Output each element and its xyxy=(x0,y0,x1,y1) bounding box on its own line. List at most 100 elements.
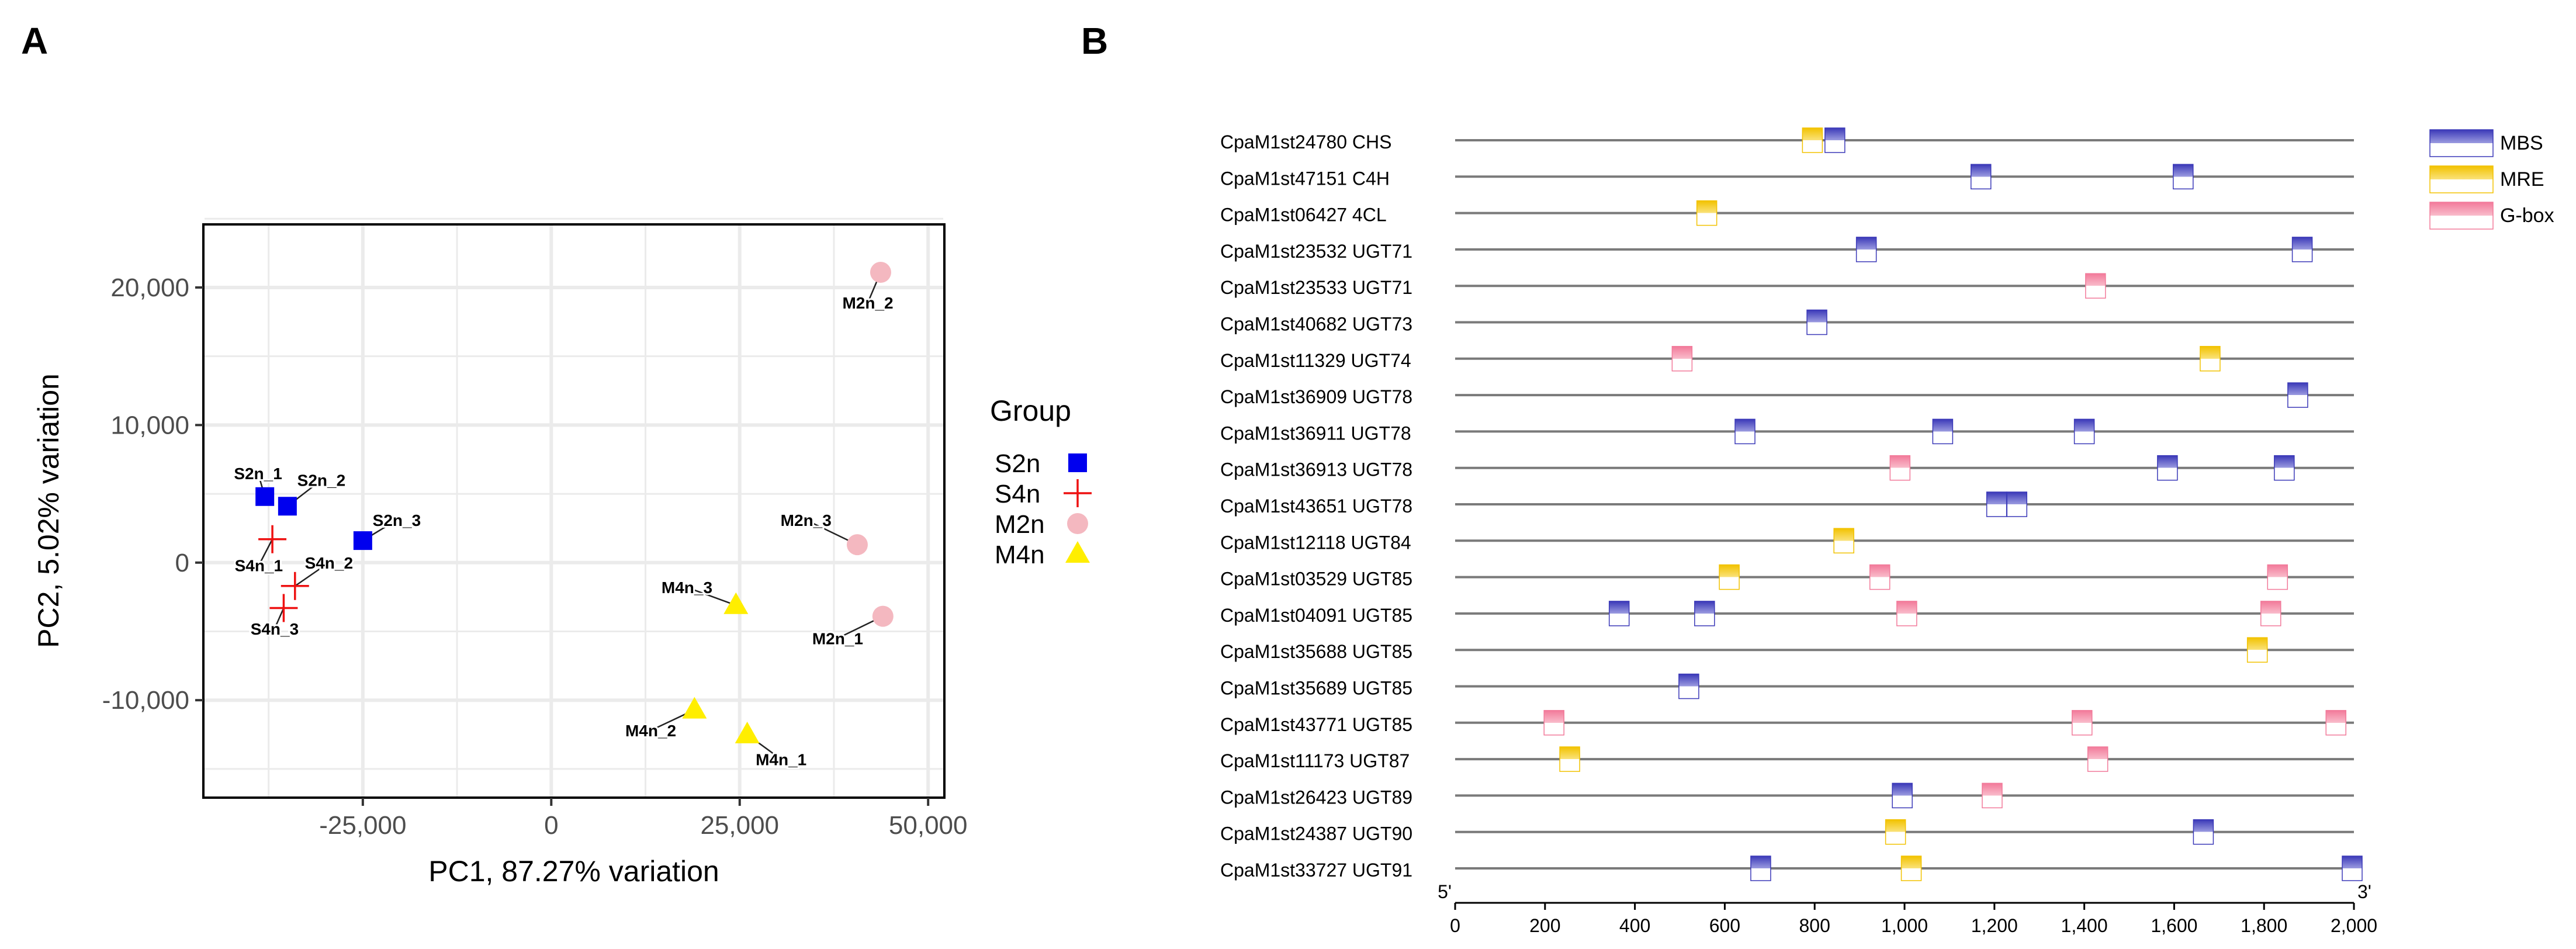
pca-legend-key-M4n xyxy=(1065,541,1090,563)
motif-box-mbs xyxy=(1608,601,1630,626)
pca-point-S4n_3 xyxy=(269,594,298,622)
gene-label: CpaM1st35688 UGT85 xyxy=(1220,641,1412,662)
pca-point-label: M2n_2 xyxy=(842,294,893,312)
gene-label: CpaM1st36911 UGT78 xyxy=(1220,422,1411,444)
motif-box-mbs xyxy=(1694,601,1715,626)
pca-legend-label: S2n xyxy=(995,449,1040,478)
motif-box-g-box xyxy=(1671,346,1693,372)
motif-axis-tick-label: 1,400 xyxy=(2061,915,2108,936)
motif-box-mbs xyxy=(2173,164,2194,190)
motif-box-mre xyxy=(1559,746,1580,772)
motif-gene-rows: CpaM1st24780 CHS CpaM1st47151 C4H CpaM1st0… xyxy=(1220,127,2363,881)
gene-row: CpaM1st36913 UGT78 xyxy=(1220,455,2354,481)
motif-position-axis: 0 200 400 600 800 1,000 1,200 1,400 1,600 1,800 2,… xyxy=(1438,881,2377,936)
pca-point-M2n_2 xyxy=(870,262,891,283)
pca-legend-key-M2n xyxy=(1067,513,1088,534)
gene-label: CpaM1st43651 UGT78 xyxy=(1220,496,1412,517)
pca-legend-title: Group xyxy=(990,394,1071,427)
motif-box-mbs xyxy=(2073,418,2095,445)
pca-point-label: M4n_3 xyxy=(662,579,712,597)
panel-a-label: A xyxy=(21,20,48,62)
pca-point-S2n_3 xyxy=(353,531,372,550)
motif-box-mbs xyxy=(2157,455,2178,481)
motif-box-mbs xyxy=(1734,418,1756,445)
motif-legend-key-g-box xyxy=(2429,202,2494,230)
pca-y-tick-label: 10,000 xyxy=(110,411,189,439)
motif-box-mre xyxy=(1802,127,1823,153)
pca-point-M4n_2 xyxy=(682,697,707,719)
gene-row: CpaM1st11173 UGT87 xyxy=(1220,746,2354,772)
motif-axis-tick-label: 1,000 xyxy=(1881,915,1928,936)
gene-row: CpaM1st23532 UGT71 xyxy=(1220,237,2354,262)
pca-label-leader-line xyxy=(687,586,736,606)
pca-point-label: S4n_3 xyxy=(251,620,299,638)
motif-box-mbs xyxy=(1892,782,1913,809)
gene-row: CpaM1st36909 UGT78 xyxy=(1220,382,2354,408)
pca-legend-label: M4n xyxy=(995,541,1045,569)
pca-label-leader-line xyxy=(295,562,330,587)
pca-point-label: M4n_2 xyxy=(625,722,676,740)
motif-box-g-box xyxy=(1869,564,1891,590)
gene-row: CpaM1st35689 UGT85 xyxy=(1220,673,2354,699)
gene-row: CpaM1st43771 UGT85 xyxy=(1220,710,2354,736)
pca-point-label: S2n_1 xyxy=(234,465,282,483)
motif-box-g-box xyxy=(1889,455,1911,481)
motif-box-mbs xyxy=(2342,856,2363,881)
gene-row: CpaM1st36911 UGT78 xyxy=(1220,418,2354,445)
motif-box-mbs xyxy=(1806,309,1827,335)
motif-box-mbs xyxy=(2274,455,2295,481)
pca-legend-key-S4n xyxy=(1064,479,1092,507)
motif-box-mre xyxy=(2200,346,2221,372)
pca-x-tick-label: 25,000 xyxy=(700,811,779,840)
motif-axis-tick-label: 400 xyxy=(1619,915,1650,936)
pca-point-M4n_1 xyxy=(735,722,760,744)
motif-box-mbs xyxy=(2006,491,2027,517)
motif-legend-key-mre xyxy=(2429,165,2494,193)
motif-axis-tick-label: 600 xyxy=(1709,915,1740,936)
pca-y-tick-label: -10,000 xyxy=(102,686,189,715)
pca-point-S2n_1 xyxy=(255,487,275,506)
gene-row: CpaM1st43651 UGT78 xyxy=(1220,491,2354,517)
pca-axes: -25,000 0 25,000 50,000 20,000 10,000 0 -10,000 xyxy=(102,273,968,840)
gene-label: CpaM1st35689 UGT85 xyxy=(1220,678,1412,699)
gene-row: CpaM1st33727 UGT91 xyxy=(1220,856,2363,881)
gene-row: CpaM1st35688 UGT85 xyxy=(1220,637,2354,663)
pca-point-label: S4n_2 xyxy=(305,554,354,572)
pca-y-tick-label: 20,000 xyxy=(110,273,189,302)
panel-b-label: B xyxy=(1081,20,1108,62)
gene-label: CpaM1st36913 UGT78 xyxy=(1220,459,1412,480)
motif-legend-label: MBS xyxy=(2500,132,2543,154)
motif-box-mbs xyxy=(1855,237,1877,262)
gene-label: CpaM1st23533 UGT71 xyxy=(1220,277,1412,298)
gene-row: CpaM1st23533 UGT71 xyxy=(1220,273,2354,299)
pca-point-label: S2n_2 xyxy=(297,472,346,490)
gene-label: CpaM1st24387 UGT90 xyxy=(1220,823,1412,844)
motif-legend-key-mbs xyxy=(2429,129,2494,157)
pca-point-label: M4n_1 xyxy=(756,750,806,768)
pca-x-tick-label: 50,000 xyxy=(889,811,968,840)
motif-box-g-box xyxy=(1543,710,1564,736)
gene-label: CpaM1st23532 UGT71 xyxy=(1220,241,1412,262)
pca-point-label: S2n_3 xyxy=(373,511,421,529)
pca-label-leader-line xyxy=(273,607,285,629)
motif-box-mbs xyxy=(1932,418,1954,445)
gene-row: CpaM1st03529 UGT85 xyxy=(1220,564,2354,590)
gene-label: CpaM1st33727 UGT91 xyxy=(1220,860,1412,881)
gene-row: CpaM1st24387 UGT90 xyxy=(1220,819,2354,845)
motif-box-mre xyxy=(1885,819,1906,845)
gene-label: CpaM1st43771 UGT85 xyxy=(1220,714,1412,735)
motif-axis-tick-label: 1,600 xyxy=(2151,915,2197,936)
gene-label: CpaM1st06427 4CL xyxy=(1220,205,1387,226)
pca-point-S4n_1 xyxy=(258,525,287,553)
gene-label: CpaM1st04091 UGT85 xyxy=(1220,605,1412,626)
gene-row: CpaM1st11329 UGT74 xyxy=(1220,346,2354,372)
motif-box-mre xyxy=(1833,528,1854,554)
pca-scatter-plot: S2n_1 S2n_2 S2n_3 S4n_1 S4n_2 S4n_3 M2n_1 M2n_2… xyxy=(32,217,1092,888)
pca-point-M2n_3 xyxy=(846,534,868,556)
motif-box-mbs xyxy=(1970,164,1992,190)
pca-point-label: M2n_3 xyxy=(781,511,832,529)
motif-box-mbs xyxy=(1986,491,2007,517)
gene-label: CpaM1st12118 UGT84 xyxy=(1220,532,1411,553)
motif-axis-tick-label: 2,000 xyxy=(2331,915,2377,936)
